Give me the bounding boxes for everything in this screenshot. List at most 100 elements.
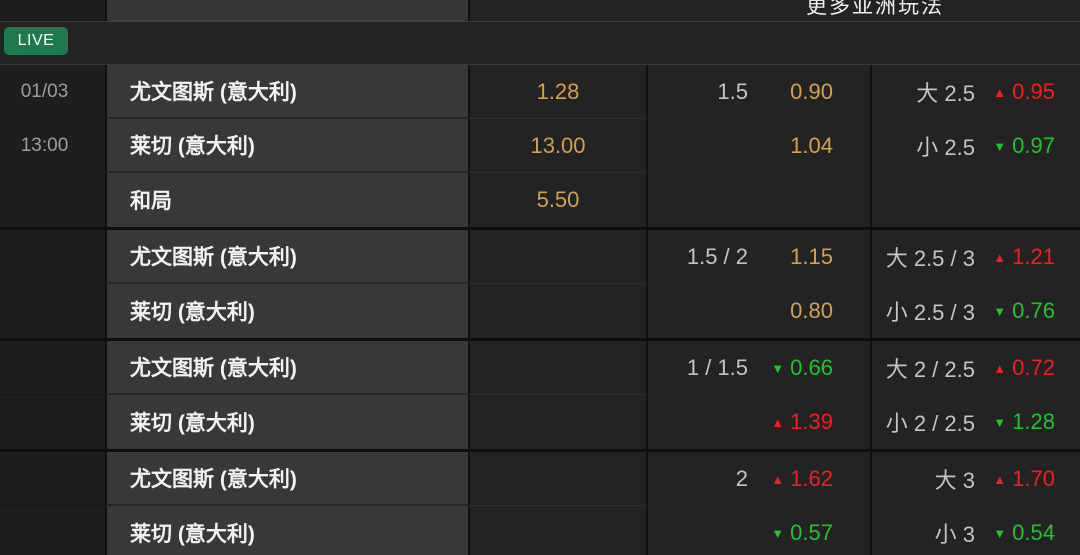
date-column-cell (0, 341, 105, 395)
over-under-cell[interactable]: 小 2.5 ▼ 0.97 (870, 119, 1080, 173)
over-under-label: 小 3 (934, 522, 975, 547)
market-group-handicap-3: 尤文图斯 (意大利) 2 ▲ 1.62 大 3 ▲ 1.70 莱切 (意大利) ▼ 0… (0, 452, 1080, 555)
date-column-cell (0, 395, 105, 449)
selection-label: 和局 (130, 190, 172, 213)
selection-away-cell: 莱切 (意大利) (105, 506, 470, 555)
over-under-cell[interactable]: 小 2.5 / 3 ▼ 0.76 (870, 284, 1080, 338)
over-under-label: 大 2 / 2.5 (885, 357, 975, 382)
odds-1x2-cell[interactable]: 13.00 (470, 119, 646, 173)
handicap-cell[interactable]: 1.5 0.90 (646, 65, 870, 119)
over-under-cell[interactable]: 小 3 ▼ 0.54 (870, 506, 1080, 555)
selection-away-cell: 莱切 (意大利) (105, 395, 470, 449)
odds-1x2-cell (470, 230, 646, 284)
odds-value: 1.62 (790, 466, 833, 491)
odds-value: 0.72 (1012, 355, 1055, 380)
selection-home-cell: 尤文图斯 (意大利) (105, 452, 470, 506)
odds-1x2-cell[interactable]: 1.28 (470, 65, 646, 119)
selection-label: 尤文图斯 (意大利) (130, 81, 297, 104)
odds-row: 莱切 (意大利) ▼ 0.57 小 3 ▼ 0.54 (0, 506, 1080, 555)
live-row: LIVE (0, 22, 1080, 65)
match-time: 13:00 (20, 135, 69, 156)
over-under-label: 大 2.5 / 3 (885, 246, 975, 271)
selection-label: 尤文图斯 (意大利) (130, 246, 297, 269)
selection-draw-cell: 和局 (105, 173, 470, 227)
odds-row: 尤文图斯 (意大利) 2 ▲ 1.62 大 3 ▲ 1.70 (0, 452, 1080, 506)
top-strip-left (0, 0, 105, 21)
odds-value: 1.15 (790, 244, 833, 269)
over-under-label: 大 2.5 (916, 81, 975, 106)
selection-label: 莱切 (意大利) (130, 135, 255, 158)
odds-1x2-cell (470, 341, 646, 395)
odds-value: 0.54 (1012, 520, 1055, 545)
odds-value: 0.90 (790, 79, 833, 104)
trend-arrow-icon: ▲ (993, 249, 1007, 265)
handicap-cell[interactable]: 1 / 1.5 ▼ 0.66 (646, 341, 870, 395)
handicap-cell[interactable]: ▼ 0.57 (646, 506, 870, 555)
odds-value: 1.28 (1012, 409, 1055, 434)
odds-row: 尤文图斯 (意大利) 1.5 / 2 1.15 大 2.5 / 3 ▲ 1.21 (0, 230, 1080, 284)
top-strip-right: 更多亚洲玩法 (470, 0, 1080, 21)
group-separator (0, 338, 1080, 341)
odds-row: 尤文图斯 (意大利) 1 / 1.5 ▼ 0.66 大 2 / 2.5 ▲ 0.72 (0, 341, 1080, 395)
handicap-cell[interactable]: 1.5 / 2 1.15 (646, 230, 870, 284)
trend-arrow-icon: ▼ (993, 414, 1007, 430)
selection-label: 莱切 (意大利) (130, 301, 255, 324)
odds-1x2-cell (470, 452, 646, 506)
selection-home-cell: 尤文图斯 (意大利) (105, 65, 470, 119)
date-column-cell (0, 506, 105, 555)
over-under-cell[interactable]: 大 2.5 / 3 ▲ 1.21 (870, 230, 1080, 284)
trend-arrow-icon: ▼ (993, 138, 1007, 154)
handicap-cell (646, 173, 870, 227)
over-under-label: 小 2.5 / 3 (885, 300, 975, 325)
handicap-cell[interactable]: 1.04 (646, 119, 870, 173)
odds-value: 1.39 (790, 409, 833, 434)
over-under-cell (870, 173, 1080, 227)
odds-row: 莱切 (意大利) ▲ 1.39 小 2 / 2.5 ▼ 1.28 (0, 395, 1080, 449)
market-group-handicap-2: 尤文图斯 (意大利) 1 / 1.5 ▼ 0.66 大 2 / 2.5 ▲ 0.72… (0, 341, 1080, 449)
over-under-cell[interactable]: 大 2.5 ▲ 0.95 (870, 65, 1080, 119)
trend-arrow-icon: ▲ (993, 84, 1007, 100)
selection-label: 尤文图斯 (意大利) (130, 357, 297, 380)
over-under-label: 小 2 / 2.5 (885, 411, 975, 436)
odds-1x2-cell[interactable]: 5.50 (470, 173, 646, 227)
trend-arrow-icon: ▼ (993, 525, 1007, 541)
trend-arrow-icon: ▲ (771, 414, 785, 430)
over-under-cell[interactable]: 小 2 / 2.5 ▼ 1.28 (870, 395, 1080, 449)
trend-arrow-icon: ▼ (771, 360, 785, 376)
odds-row: 莱切 (意大利) 0.80 小 2.5 / 3 ▼ 0.76 (0, 284, 1080, 338)
over-under-cell[interactable]: 大 3 ▲ 1.70 (870, 452, 1080, 506)
market-group-1x2: 01/03 尤文图斯 (意大利) 1.28 1.5 0.90 大 2.5 ▲ 0.… (0, 65, 1080, 227)
date-column-cell (0, 230, 105, 284)
odds-row: 01/03 尤文图斯 (意大利) 1.28 1.5 0.90 大 2.5 ▲ 0.… (0, 65, 1080, 119)
odds-1x2-cell (470, 284, 646, 338)
selection-away-cell: 莱切 (意大利) (105, 284, 470, 338)
odds-value: 1.04 (790, 133, 833, 158)
selection-away-cell: 莱切 (意大利) (105, 119, 470, 173)
odds-value: 1.70 (1012, 466, 1055, 491)
trend-arrow-icon: ▲ (993, 360, 1007, 376)
more-asian-markets-link[interactable]: 更多亚洲玩法 (806, 0, 944, 18)
handicap-cell[interactable]: 2 ▲ 1.62 (646, 452, 870, 506)
handicap-label: 1.5 / 2 (686, 244, 748, 269)
odds-1x2-cell (470, 395, 646, 449)
group-separator (0, 227, 1080, 230)
handicap-cell[interactable]: 0.80 (646, 284, 870, 338)
top-strip-team-column (105, 0, 470, 21)
odds-value: 0.95 (1012, 79, 1055, 104)
match-date-cell: 01/03 (0, 65, 105, 119)
odds-row: 和局 5.50 (0, 173, 1080, 227)
odds-row: 13:00 莱切 (意大利) 13.00 1.04 小 2.5 ▼ 0.97 (0, 119, 1080, 173)
odds-value: 0.76 (1012, 298, 1055, 323)
over-under-cell[interactable]: 大 2 / 2.5 ▲ 0.72 (870, 341, 1080, 395)
selection-label: 尤文图斯 (意大利) (130, 468, 297, 491)
match-time-cell: 13:00 (0, 119, 105, 173)
over-under-label: 小 2.5 (916, 135, 975, 160)
handicap-cell[interactable]: ▲ 1.39 (646, 395, 870, 449)
odds-value: 0.80 (790, 298, 833, 323)
live-badge[interactable]: LIVE (4, 27, 68, 55)
handicap-label: 1 / 1.5 (686, 355, 748, 380)
match-date: 01/03 (20, 81, 69, 102)
date-column-cell (0, 173, 105, 227)
top-strip: 更多亚洲玩法 (0, 0, 1080, 22)
